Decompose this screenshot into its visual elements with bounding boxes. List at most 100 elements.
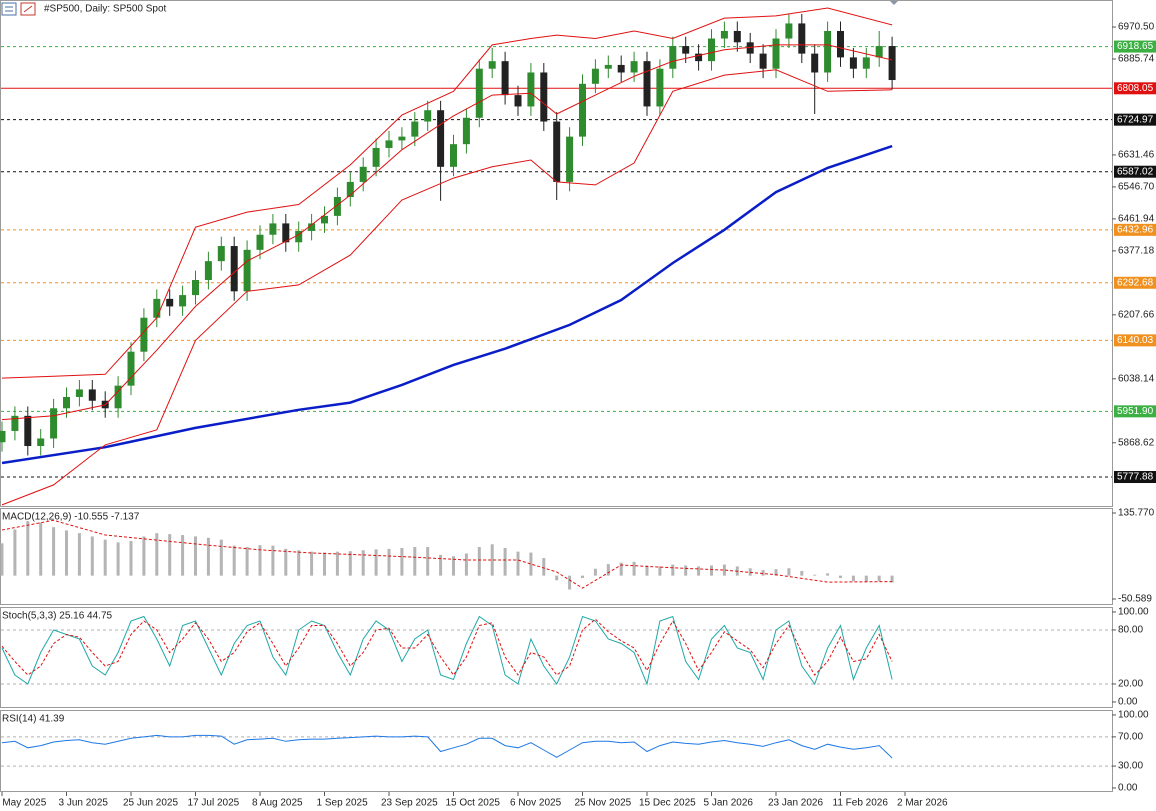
macd-bar xyxy=(116,542,120,576)
candle-body xyxy=(888,46,896,81)
overlay-line xyxy=(1,7,893,379)
level-label-box xyxy=(1114,165,1156,178)
menu-icon[interactable] xyxy=(1,2,17,16)
macd-bar xyxy=(26,521,30,576)
candle-body xyxy=(514,95,522,107)
candle-body xyxy=(333,196,341,216)
macd-bar xyxy=(310,551,314,576)
level-label-box xyxy=(1114,40,1156,53)
macd-bar xyxy=(581,575,584,578)
y-tick-label: 80.00 xyxy=(1118,625,1143,636)
y-tick-label: 5868.62 xyxy=(1118,437,1155,448)
toolbar-icons xyxy=(1,2,36,16)
y-tick-label: 6207.66 xyxy=(1118,309,1155,320)
y-tick-label: 6631.46 xyxy=(1118,150,1155,161)
macd-bar xyxy=(684,565,688,576)
candle-body xyxy=(153,298,161,318)
candle-body xyxy=(462,117,470,145)
x-tick-label: 17 Jul 2025 xyxy=(188,798,240,809)
candle-body xyxy=(811,53,819,73)
macd-bar xyxy=(413,547,417,576)
level-label-box xyxy=(1114,113,1156,126)
macd-bar xyxy=(271,545,275,576)
level-label: 6918.65 xyxy=(1117,41,1154,52)
candle-body xyxy=(488,61,496,69)
x-tick-label: 15 Oct 2025 xyxy=(446,798,501,809)
candle-body xyxy=(708,38,715,62)
macd-bar xyxy=(374,549,378,576)
candle-body xyxy=(88,389,96,401)
candle-body xyxy=(166,298,174,307)
macd-bar xyxy=(503,547,507,576)
y-tick-label: 30.00 xyxy=(1118,761,1143,772)
candle-body xyxy=(24,415,32,447)
candle-body xyxy=(733,30,741,43)
macd-bar xyxy=(348,551,352,576)
macd-bar xyxy=(39,522,43,576)
candle-body xyxy=(269,223,277,235)
x-tick-label: 11 Feb 2026 xyxy=(833,798,889,809)
x-tick-label: 5 Jan 2026 xyxy=(704,798,754,809)
candle-body xyxy=(230,246,238,292)
macd-bar xyxy=(477,547,481,576)
indicator-title: MACD(12,26,9) -10.555 -7.137 xyxy=(2,512,140,523)
x-tick-label: 6 Nov 2025 xyxy=(510,798,562,809)
candle-body xyxy=(501,61,509,96)
indicator-title: RSI(14) 41.39 xyxy=(2,714,65,725)
candle-body xyxy=(127,351,135,386)
chart-title: #SP500, Daily: SP500 Spot xyxy=(44,4,167,15)
candle-body xyxy=(11,415,19,431)
x-tick-label: 2 Mar 2026 xyxy=(897,798,948,809)
y-tick-label: 6377.18 xyxy=(1118,246,1155,257)
macd-bar xyxy=(90,536,94,576)
macd-bar xyxy=(258,545,262,576)
macd-bar xyxy=(400,547,404,576)
macd-bar xyxy=(439,554,443,576)
macd-bar xyxy=(542,558,546,576)
candle-body xyxy=(308,223,316,231)
indicator-line xyxy=(1,615,893,686)
x-tick-label: 8 Aug 2025 xyxy=(252,798,303,809)
candle-body xyxy=(617,64,625,73)
macd-bar xyxy=(0,543,4,576)
y-tick-label: 6461.94 xyxy=(1118,214,1155,225)
candle-body xyxy=(63,396,70,409)
candle-body xyxy=(359,166,367,182)
macd-bar xyxy=(864,575,868,583)
macd-bar xyxy=(387,548,391,576)
candle-body xyxy=(0,430,6,443)
panel-frame xyxy=(0,607,1113,708)
level-label: 6808.05 xyxy=(1117,83,1154,94)
macd-bar xyxy=(710,565,713,576)
level-label: 6140.03 xyxy=(1117,335,1154,346)
candle-body xyxy=(720,30,728,39)
candle-body xyxy=(398,136,406,141)
macd-bar xyxy=(52,527,56,576)
macd-bar xyxy=(761,570,765,576)
candle-body xyxy=(772,38,780,69)
indicator-line xyxy=(1,734,893,759)
level-label-box xyxy=(1114,334,1156,347)
candle-body xyxy=(372,147,380,167)
x-tick-label: 23 Jan 2026 xyxy=(768,798,823,809)
macd-bar xyxy=(632,561,636,576)
macd-bar xyxy=(839,575,842,578)
macd-bar xyxy=(142,536,146,576)
candle-body xyxy=(424,110,432,122)
macd-bar xyxy=(555,575,559,581)
candle-body xyxy=(785,23,793,39)
macd-bar xyxy=(722,564,726,576)
candle-body xyxy=(475,68,483,118)
candle-body xyxy=(192,280,199,296)
macd-bar xyxy=(774,569,778,576)
overlay-line xyxy=(1,144,893,465)
macd-bar xyxy=(103,539,107,576)
y-tick-label: 100.00 xyxy=(1118,607,1149,618)
macd-bar xyxy=(787,568,791,576)
candle-body xyxy=(798,23,806,54)
macd-bar xyxy=(671,564,675,576)
candle-body xyxy=(824,30,832,73)
macd-bar xyxy=(619,562,623,576)
